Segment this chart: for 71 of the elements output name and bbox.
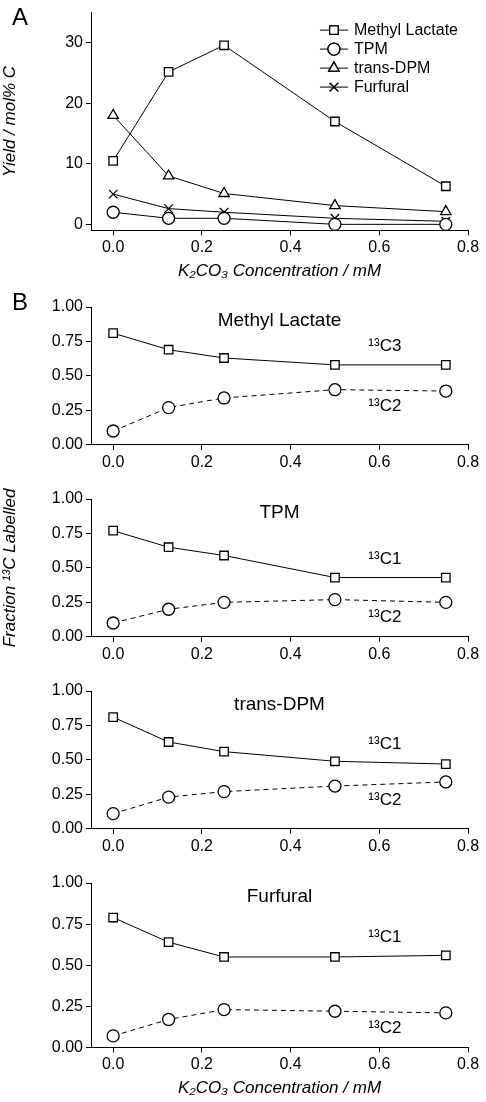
x-tick-label: 0.6	[368, 1055, 391, 1073]
y-tick-label: 0.00	[51, 819, 84, 837]
x-tick-label: 0.4	[279, 1055, 302, 1073]
chart-title: Methyl Lactate	[217, 308, 342, 330]
y-tick-label: 0.00	[51, 435, 84, 453]
y-tick-label: 0.75	[51, 715, 84, 733]
y-tick-label: 1.00	[51, 681, 84, 699]
y-tick-label: 0.75	[51, 914, 84, 932]
x-tick-label: 0.2	[190, 836, 214, 854]
chart-title: trans-DPM	[234, 692, 325, 714]
y-tick-label: 0.00	[51, 627, 84, 645]
y-axis-title: Fraction ¹³C Labelled	[0, 487, 19, 648]
x-tick-label: 0.2	[190, 452, 214, 470]
y-tick-label: 0.25	[51, 592, 84, 610]
y-axis-title: Yield / mol% C	[0, 65, 19, 178]
x-tick-label: 0.2	[190, 1055, 214, 1073]
series-label: ¹³C1	[368, 927, 402, 947]
chart-title: Furfural	[246, 884, 313, 906]
x-axis-title: K₂CO₃ Concentration / mM	[177, 260, 382, 280]
x-tick-label: 0.8	[456, 644, 480, 662]
x-tick-label: 0.8	[456, 1055, 480, 1073]
x-tick-label: 0.4	[279, 238, 302, 256]
x-tick-label: 0.6	[368, 644, 391, 662]
series-label: ¹³C3	[368, 336, 402, 356]
x-tick-label: 0.2	[190, 644, 214, 662]
y-tick-label: 0.50	[51, 955, 84, 973]
x-tick-label: 0.0	[102, 238, 125, 256]
y-tick-label: 0.50	[51, 558, 84, 576]
x-tick-label: 0.6	[368, 238, 391, 256]
y-tick-label: 0.00	[51, 1037, 84, 1055]
y-tick-label: 10	[65, 154, 84, 172]
y-tick-label: 0.25	[51, 996, 84, 1014]
series-label: ¹³C2	[368, 396, 402, 416]
x-tick-label: 0.8	[456, 452, 480, 470]
x-tick-label: 0.8	[456, 238, 480, 256]
x-tick-label: 0.4	[279, 452, 302, 470]
series-label: ¹³C2	[368, 1018, 402, 1038]
legend-label: TPM	[353, 39, 388, 57]
x-tick-label: 0.6	[368, 452, 391, 470]
x-tick-label: 0.0	[102, 644, 125, 662]
y-tick-label: 0.75	[51, 331, 84, 349]
y-tick-label: 1.00	[51, 489, 84, 507]
x-tick-label: 0.8	[456, 836, 480, 854]
x-tick-label: 0.0	[102, 452, 125, 470]
series-label: ¹³C1	[368, 733, 402, 753]
legend-label: Furfural	[353, 77, 410, 95]
x-axis-title: K₂CO₃ Concentration / mM	[177, 1077, 382, 1097]
y-tick-label: 1.00	[51, 297, 84, 315]
series-label: ¹³C2	[368, 607, 402, 627]
text: A	[12, 2, 29, 30]
chart-title: TPM	[259, 500, 300, 522]
y-tick-label: 0.25	[51, 784, 84, 802]
x-tick-label: 0.0	[102, 1055, 125, 1073]
x-tick-label: 0.4	[279, 644, 302, 662]
x-tick-label: 0.0	[102, 836, 125, 854]
y-tick-label: 1.00	[51, 873, 84, 891]
text: B	[12, 287, 29, 315]
legend-label: trans-DPM	[353, 58, 431, 76]
x-tick-label: 0.4	[279, 836, 302, 854]
legend-label: Methyl Lactate	[353, 20, 459, 38]
y-tick-label: 0.50	[51, 366, 84, 384]
y-tick-label: 30	[65, 33, 84, 51]
y-tick-label: 0.75	[51, 523, 84, 541]
series-label: ¹³C2	[368, 790, 402, 810]
x-tick-label: 0.2	[190, 238, 214, 256]
y-tick-label: 0.25	[51, 400, 84, 418]
y-tick-label: 0	[74, 214, 84, 232]
x-tick-label: 0.6	[368, 836, 391, 854]
y-tick-label: 0.50	[51, 750, 84, 768]
y-tick-label: 20	[65, 93, 84, 111]
series-label: ¹³C1	[368, 548, 402, 568]
